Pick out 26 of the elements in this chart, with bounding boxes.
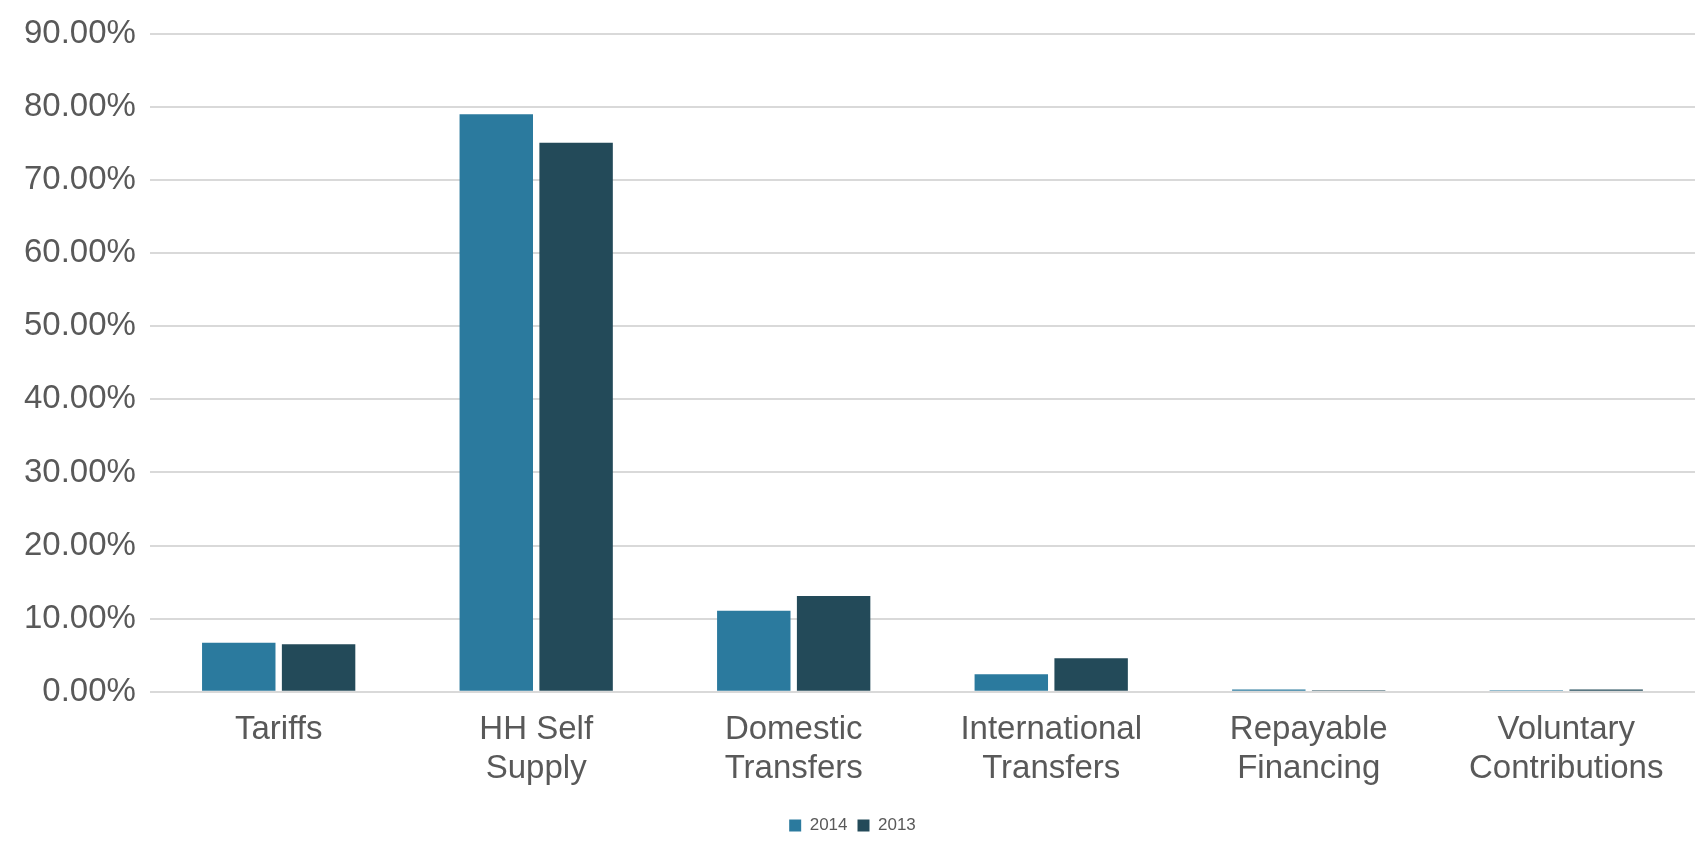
y-tick-label: 50.00% xyxy=(23,305,136,343)
bar xyxy=(796,596,871,691)
y-tick-label: 40.00% xyxy=(23,378,136,416)
x-tick-label: Tariffs xyxy=(234,708,323,746)
y-tick-label: 20.00% xyxy=(23,524,136,562)
x-tick-label: International Transfers xyxy=(960,708,1143,786)
bar xyxy=(1054,658,1128,691)
y-tick-label: 80.00% xyxy=(23,86,136,123)
x-tick-label: Voluntary Contributions xyxy=(1469,708,1664,786)
x-tick-label: HH Self Supply xyxy=(479,708,594,786)
legend-label: 2014 xyxy=(809,815,848,835)
x-tick-label: Domestic Transfers xyxy=(724,708,863,786)
x-tick-label: Repayable Financing xyxy=(1229,708,1388,786)
bar xyxy=(281,644,356,691)
y-tick-label: 70.00% xyxy=(23,159,136,197)
bar xyxy=(717,610,791,691)
y-tick-label: 60.00% xyxy=(23,232,136,270)
y-tick-label: 10.00% xyxy=(23,597,136,635)
y-tick-label: 0.00% xyxy=(42,670,136,708)
bar xyxy=(459,114,533,691)
y-tick-label: 90.00% xyxy=(23,12,136,50)
bar xyxy=(539,142,613,691)
bar xyxy=(202,642,276,691)
legend-label: 2013 xyxy=(878,815,916,835)
y-tick-label: 30.00% xyxy=(23,451,136,489)
bar xyxy=(974,674,1049,691)
